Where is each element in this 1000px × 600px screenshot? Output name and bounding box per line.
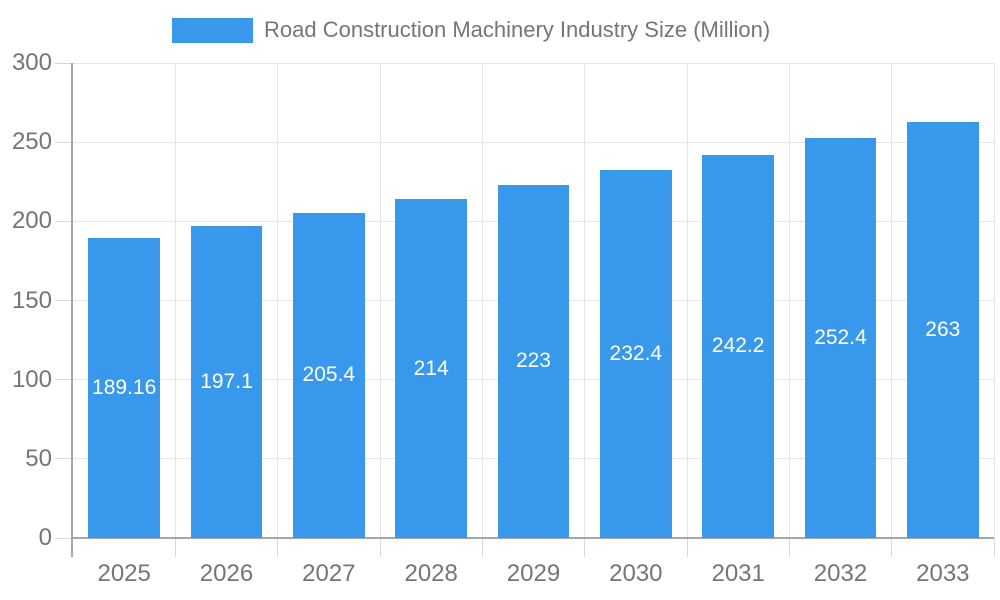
y-tick <box>55 141 73 143</box>
bar[interactable]: 252.4 <box>804 138 877 538</box>
x-tick-label: 2029 <box>506 560 561 587</box>
y-tick-label: 250 <box>11 128 52 156</box>
y-tick <box>55 300 73 301</box>
x-tick <box>379 538 381 557</box>
bar-value-label: 214 <box>413 356 449 380</box>
x-tick <box>993 538 995 557</box>
x-tick-label: 2027 <box>302 560 356 587</box>
y-tick-label: 100 <box>11 365 52 393</box>
x-tick-label: 2025 <box>97 560 151 587</box>
bar-value-label: 223 <box>515 349 551 373</box>
x-tick-label: 2032 <box>813 560 868 587</box>
y-tick <box>55 220 73 222</box>
x-tick <box>686 538 688 557</box>
x-tick-label: 2030 <box>609 560 663 587</box>
bar-value-label: 263 <box>925 317 961 341</box>
x-tick <box>481 538 483 557</box>
bar[interactable]: 232.4 <box>600 170 672 538</box>
y-axis-line <box>71 63 73 557</box>
bar-value-label: 252.4 <box>814 326 867 350</box>
bar[interactable]: 223 <box>497 184 570 538</box>
legend-item[interactable]: Road Construction Machinery Industry Siz… <box>172 17 770 43</box>
bar[interactable]: 197.1 <box>190 225 263 538</box>
x-tick <box>788 538 790 557</box>
bar[interactable]: 205.4 <box>293 212 365 538</box>
y-tick <box>55 537 73 539</box>
x-gridline <box>993 63 995 538</box>
bar-value-label: 205.4 <box>302 363 356 387</box>
x-gridline <box>788 63 790 538</box>
y-gridline <box>73 141 994 143</box>
x-gridline <box>686 63 688 538</box>
y-tick-label: 150 <box>11 286 52 314</box>
y-tick <box>55 62 73 64</box>
x-tick <box>891 538 893 557</box>
legend-swatch <box>172 17 253 43</box>
x-tick-label: 2031 <box>711 560 765 587</box>
x-gridline <box>379 63 381 538</box>
bar[interactable]: 242.2 <box>702 154 774 538</box>
x-tick-label: 2033 <box>916 560 970 587</box>
y-tick <box>55 458 73 460</box>
x-axis-line <box>71 537 994 539</box>
x-tick-label: 2026 <box>199 560 254 587</box>
x-gridline <box>174 63 176 538</box>
x-tick <box>277 538 279 557</box>
y-tick-label: 0 <box>38 524 52 551</box>
x-tick <box>584 538 586 557</box>
bar-value-label: 197.1 <box>200 369 253 393</box>
bar[interactable]: 214 <box>395 199 467 538</box>
bar-value-label: 242.2 <box>711 334 765 358</box>
x-gridline <box>481 63 483 538</box>
bar[interactable]: 263 <box>907 121 979 538</box>
x-gridline <box>277 63 279 538</box>
y-gridline <box>73 62 994 64</box>
y-tick-label: 200 <box>11 207 52 235</box>
x-gridline <box>584 63 586 538</box>
bar[interactable]: 189.16 <box>88 238 160 538</box>
bar-value-label: 189.16 <box>92 376 157 400</box>
x-gridline <box>891 63 893 538</box>
x-tick-label: 2028 <box>404 560 458 587</box>
x-tick <box>174 538 176 557</box>
bar-value-label: 232.4 <box>609 342 663 365</box>
legend-label: Road Construction Machinery Industry Siz… <box>264 17 771 42</box>
y-tick-label: 50 <box>25 444 52 472</box>
y-tick-label: 300 <box>11 49 52 76</box>
y-tick <box>55 379 73 381</box>
